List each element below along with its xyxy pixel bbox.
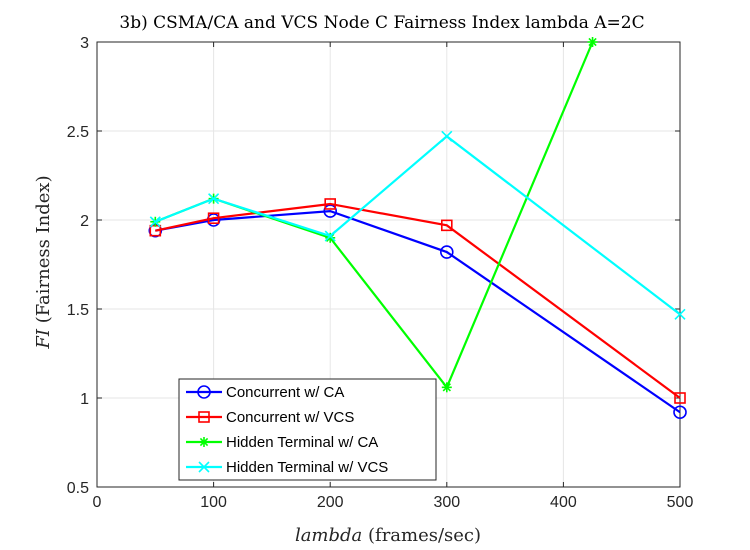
legend-item: Hidden Terminal w/ CA <box>186 434 378 451</box>
y-tick-label: 2 <box>80 213 89 230</box>
data-point-x <box>674 308 686 320</box>
data-point-asterisk <box>441 382 452 393</box>
data-point-square <box>207 212 220 225</box>
y-axis-label-rest: (Fairness Index) <box>33 175 54 329</box>
y-tick-label: 2.5 <box>67 124 89 141</box>
data-point-circle <box>323 204 338 218</box>
legend-box <box>178 378 437 481</box>
data-point-square <box>324 198 337 210</box>
x-axis-label-rest: (frames/sec) <box>362 525 481 546</box>
series-line <box>155 202 681 399</box>
x-tick-label: 0 <box>93 494 102 511</box>
x-tick-label: 400 <box>550 494 577 511</box>
series-concurrent-w-vcs <box>149 198 686 404</box>
legend: Concurrent w/ CA Concurrent w/ VCS Hidden … <box>178 378 437 481</box>
legend-item: Concurrent w/ CA <box>186 384 344 401</box>
chart-title: 3b) CSMA/CA and VCS Node C Fairness Inde… <box>119 13 644 33</box>
x-tick-label: 200 <box>317 494 344 511</box>
legend-label: Concurrent w/ VCS <box>226 409 354 426</box>
x-tick-label: 500 <box>667 494 694 511</box>
data-point-square <box>440 219 453 232</box>
series-group <box>148 37 687 420</box>
series-line <box>154 41 594 390</box>
y-tick-label: 1 <box>80 391 89 408</box>
y-axis-label-italic: FI <box>33 328 54 349</box>
series-hidden-terminal-w-vcs <box>149 130 686 320</box>
y-tick-label: 3 <box>80 35 89 52</box>
x-tick-label: 300 <box>433 494 460 511</box>
plot-area-frame <box>96 41 681 488</box>
legend-label: Hidden Terminal w/ CA <box>226 434 378 451</box>
y-axis-label: FI (Fairness Index) <box>33 175 54 349</box>
data-point-circle <box>197 385 211 399</box>
data-point-asterisk <box>587 37 598 47</box>
data-point-circle <box>673 405 687 420</box>
legend-label: Hidden Terminal w/ VCS <box>226 459 388 476</box>
data-point-circle <box>439 245 454 259</box>
data-point-x <box>149 216 161 228</box>
legend-item: Concurrent w/ VCS <box>186 409 354 426</box>
data-point-square <box>198 411 210 423</box>
y-tick-label: 1.5 <box>67 302 89 319</box>
data-point-square <box>674 392 686 404</box>
series-line <box>155 209 681 414</box>
legend-label: Concurrent w/ CA <box>226 384 344 401</box>
data-point-x <box>208 193 220 205</box>
data-point-x <box>441 130 453 142</box>
series-line <box>154 134 681 316</box>
data-point-x <box>324 230 336 242</box>
x-axis-label-italic: lambda <box>295 525 362 546</box>
x-tick-label: 100 <box>200 494 227 511</box>
x-axis-label: lambda (frames/sec) <box>295 525 481 546</box>
y-tick-label: 0.5 <box>67 480 89 497</box>
legend-item: Hidden Terminal w/ VCS <box>186 459 388 476</box>
axis-ticks: 0 100 200 300 400 500 0.5 1 1.5 2 2.5 3 <box>67 35 694 511</box>
data-point-x <box>198 461 210 473</box>
series-concurrent-w-ca <box>148 204 687 420</box>
data-point-asterisk <box>199 437 209 447</box>
